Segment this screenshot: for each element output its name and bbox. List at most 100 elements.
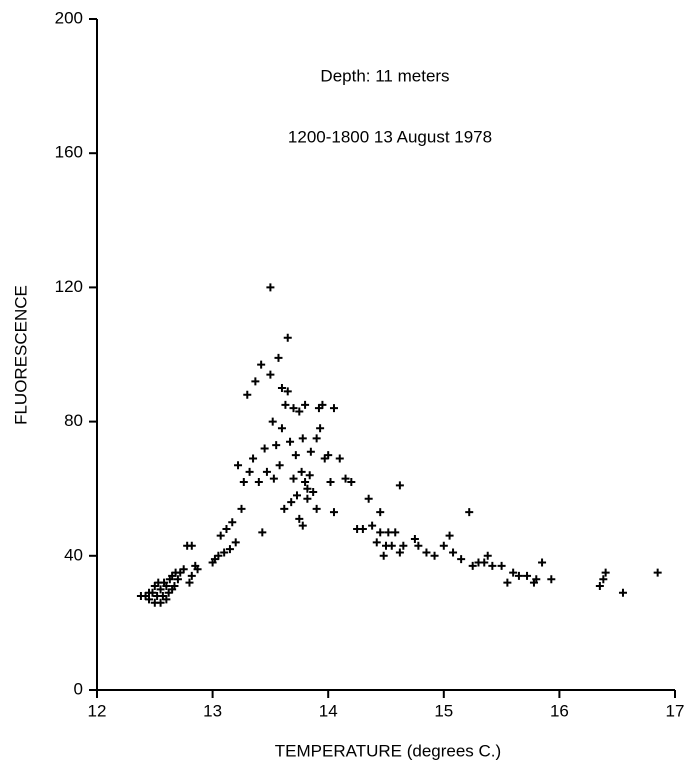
- point: [231, 538, 240, 547]
- point: [305, 471, 314, 480]
- x-tick-label: 16: [550, 701, 569, 720]
- point: [488, 561, 497, 570]
- point: [306, 447, 315, 456]
- point: [254, 477, 263, 486]
- annotation: 1200-1800 13 August 1978: [288, 127, 492, 146]
- x-tick-label: 13: [203, 701, 222, 720]
- point: [523, 571, 532, 580]
- point: [222, 524, 231, 533]
- point: [269, 474, 278, 483]
- point: [465, 508, 474, 517]
- point: [601, 568, 610, 577]
- y-tick-label: 200: [55, 8, 83, 27]
- point: [291, 451, 300, 460]
- point: [309, 488, 318, 497]
- point: [395, 548, 404, 557]
- point: [618, 588, 627, 597]
- point: [257, 360, 266, 369]
- y-tick-label: 40: [64, 545, 83, 564]
- point: [457, 555, 466, 564]
- point: [497, 561, 506, 570]
- point: [266, 283, 275, 292]
- x-tick-label: 12: [88, 701, 107, 720]
- point: [599, 575, 608, 584]
- point: [266, 370, 275, 379]
- point: [303, 494, 312, 503]
- point: [316, 424, 325, 433]
- point: [274, 353, 283, 362]
- point: [595, 581, 604, 590]
- x-tick-label: 15: [434, 701, 453, 720]
- point: [243, 390, 252, 399]
- point: [653, 568, 662, 577]
- y-tick-label: 80: [64, 411, 83, 430]
- point: [289, 404, 298, 413]
- point: [391, 528, 400, 537]
- x-axis-label: TEMPERATURE (degrees C.): [275, 741, 501, 760]
- point: [156, 598, 165, 607]
- point: [187, 541, 196, 550]
- point: [368, 521, 377, 530]
- point: [298, 434, 307, 443]
- point: [173, 575, 182, 584]
- point: [358, 524, 367, 533]
- point: [225, 545, 234, 554]
- point: [341, 474, 350, 483]
- point: [286, 437, 295, 446]
- point: [280, 504, 289, 513]
- point: [538, 558, 547, 567]
- point: [170, 581, 179, 590]
- point: [275, 461, 284, 470]
- point: [295, 407, 304, 416]
- point: [422, 548, 431, 557]
- point: [439, 541, 448, 550]
- point: [268, 417, 277, 426]
- point: [289, 474, 298, 483]
- point: [272, 441, 281, 450]
- point: [399, 541, 408, 550]
- point: [162, 581, 171, 590]
- y-tick-label: 160: [55, 143, 83, 162]
- point: [258, 528, 267, 537]
- point: [364, 494, 373, 503]
- point: [185, 578, 194, 587]
- point: [297, 467, 306, 476]
- annotation: Depth: 11 meters: [320, 66, 449, 85]
- point: [228, 518, 237, 527]
- y-tick-label: 120: [55, 277, 83, 296]
- point: [395, 481, 404, 490]
- point: [187, 571, 196, 580]
- point: [387, 541, 396, 550]
- point: [260, 444, 269, 453]
- point: [158, 592, 167, 601]
- point: [335, 454, 344, 463]
- point: [329, 508, 338, 517]
- point: [283, 333, 292, 342]
- point: [301, 477, 310, 486]
- point: [329, 404, 338, 413]
- point: [430, 551, 439, 560]
- point: [277, 384, 286, 393]
- point: [249, 454, 258, 463]
- point: [262, 467, 271, 476]
- point: [449, 548, 458, 557]
- point: [179, 565, 188, 574]
- point: [384, 528, 393, 537]
- point: [292, 491, 301, 500]
- point: [245, 467, 254, 476]
- point: [379, 551, 388, 560]
- point: [283, 387, 292, 396]
- point: [237, 504, 246, 513]
- point: [324, 451, 333, 460]
- point: [376, 508, 385, 517]
- point: [301, 400, 310, 409]
- point: [154, 578, 163, 587]
- point: [509, 568, 518, 577]
- point: [214, 551, 223, 560]
- point: [287, 498, 296, 507]
- point: [216, 531, 225, 540]
- point: [303, 484, 312, 493]
- point: [156, 585, 165, 594]
- point: [503, 578, 512, 587]
- point: [145, 595, 154, 604]
